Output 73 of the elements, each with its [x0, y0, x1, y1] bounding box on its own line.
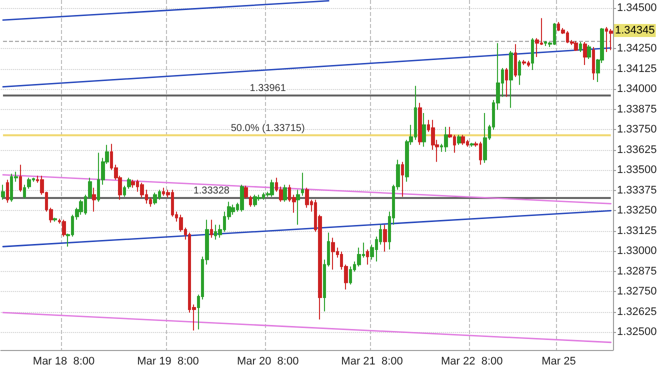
- candlestick: [587, 44, 591, 60]
- candlestick: [6, 179, 9, 204]
- candlestick: [301, 172, 304, 196]
- candlestick: [127, 177, 131, 190]
- candlestick: [231, 204, 235, 216]
- y-tick-label: 1.33750: [617, 124, 657, 136]
- candlestick: [418, 102, 422, 146]
- x-tick-label: Mar 20 8:00: [236, 356, 299, 368]
- candlestick: [210, 219, 213, 238]
- y-tick-label: 1.33625: [617, 144, 657, 156]
- candlestick: [1, 184, 5, 200]
- candlestick: [609, 28, 613, 51]
- candlestick: [305, 187, 309, 208]
- candlestick: [579, 41, 582, 53]
- candlestick: [514, 44, 517, 78]
- candlestick: [518, 59, 521, 86]
- candlestick: [483, 112, 487, 164]
- candlestick: [270, 179, 274, 198]
- candlestick: [509, 50, 513, 108]
- x-tick-label: Mar 22 8:00: [441, 356, 503, 368]
- candlestick: [505, 68, 508, 98]
- candlestick: [401, 161, 404, 198]
- candlestick: [53, 217, 57, 222]
- candlestick: [422, 112, 426, 148]
- candlestick: [574, 40, 578, 52]
- candlestick: [592, 46, 595, 80]
- y-tick-label: 1.32625: [617, 306, 657, 318]
- y-tick-label: 1.34250: [617, 42, 657, 55]
- candlestick: [19, 164, 22, 192]
- candlestick: [444, 126, 448, 152]
- candlestick: [253, 194, 257, 208]
- candlestick: [457, 134, 461, 146]
- candlestick: [296, 189, 300, 226]
- candlestick: [131, 179, 135, 188]
- candlestick: [62, 219, 66, 238]
- candlestick: [531, 38, 534, 70]
- y-tick-label: 1.34125: [617, 62, 657, 75]
- y-tick-label: 1.33125: [617, 224, 657, 237]
- candlestick: [461, 134, 465, 146]
- ref-line-label: 50.0% (1.33715): [230, 122, 305, 134]
- candlestick: [79, 199, 83, 216]
- candlestick: [240, 184, 244, 212]
- candlestick: [249, 195, 252, 208]
- candlestick: [23, 184, 26, 200]
- x-tick-label: Mar 18 8:00: [32, 356, 95, 368]
- y-tick-label: 1.33375: [617, 184, 657, 196]
- y-tick-label: 1.33000: [617, 245, 657, 258]
- y-tick-label: 1.32500: [617, 326, 657, 338]
- y-tick-label: 1.34500: [617, 2, 657, 14]
- candlestick: [522, 59, 526, 66]
- x-tick-label: Mar 19 8:00: [137, 356, 199, 368]
- ref-line-label: 1.33328: [193, 186, 230, 197]
- y-tick-label: 1.33875: [617, 103, 657, 116]
- candlestick: [92, 187, 96, 212]
- candlestick: [244, 185, 248, 200]
- x-tick-label: Mar 25: [542, 356, 576, 368]
- candlestick: [123, 185, 126, 198]
- x-tick-label: Mar 21 8:00: [341, 356, 403, 368]
- candlestick: [583, 41, 587, 66]
- y-tick-label: 1.33250: [617, 204, 657, 217]
- text: 1.34345: [615, 24, 655, 36]
- y-tick-label: 1.32750: [617, 286, 657, 298]
- candlestick: [383, 224, 387, 252]
- candlestick: [27, 177, 31, 190]
- y-tick-label: 1.33500: [617, 164, 657, 176]
- candlestick: [283, 184, 287, 202]
- candlestick: [470, 142, 474, 148]
- y-tick-label: 1.34000: [617, 83, 657, 96]
- candlestick: [153, 192, 157, 206]
- ref-line-label: 1.33961: [250, 82, 286, 94]
- y-tick-label: 1.32875: [617, 265, 657, 278]
- candlestick: [331, 237, 335, 270]
- candlestick: [366, 249, 369, 266]
